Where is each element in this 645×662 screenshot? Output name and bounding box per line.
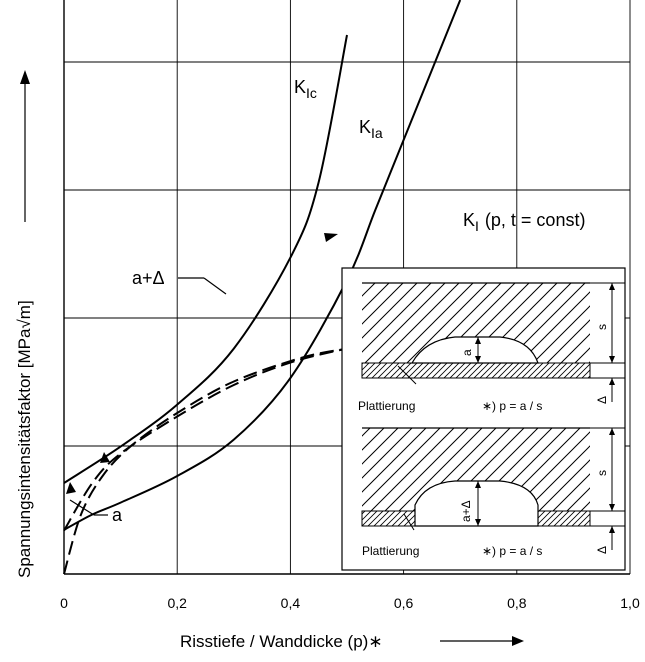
x-tick-label: 1,0 [620, 595, 640, 611]
aplus-leader-2 [203, 277, 227, 295]
inset-upper-delta: Δ [595, 396, 609, 404]
inset-schematic: a s Δ Plattierung ∗) p = a / s a+Δ [341, 267, 626, 571]
x-tick-label: 0,2 [167, 595, 187, 611]
x-tick-labels: 0 0,2 0,4 0,6 0,8 1,0 [60, 595, 640, 611]
y-axis-arrow-head [20, 70, 30, 84]
kic-label: KIc [294, 77, 317, 101]
inset-lower-cladding: Plattierung [362, 544, 419, 558]
curve-arrows [66, 233, 338, 494]
inset-lower-a-delta: a+Δ [459, 500, 473, 522]
inset-lower-delta: Δ [595, 546, 609, 554]
inset-upper-a: a [460, 349, 474, 356]
a-label: a [112, 505, 123, 525]
aplus-delta-label: a+Δ [132, 268, 165, 288]
inset-upper-cladding: Plattierung [358, 399, 415, 413]
x-axis-arrow-head [512, 636, 524, 646]
x-axis-label: Risstiefe / Wanddicke (p)∗ [180, 632, 383, 651]
crack-upper [410, 336, 539, 364]
inset-lower-s: s [595, 470, 609, 476]
x-tick-label: 0,6 [394, 595, 414, 611]
inset-lower: a+Δ s Δ Plattierung ∗) p = a / s [361, 427, 625, 558]
x-tick-label: 0,8 [507, 595, 527, 611]
inset-upper: a s Δ Plattierung ∗) p = a / s [358, 282, 625, 413]
a-leader-2 [69, 499, 95, 516]
arrow-aplus-lower [100, 452, 110, 463]
x-tick-label: 0,4 [281, 595, 301, 611]
inset-upper-formula: ∗) p = a / s [482, 399, 542, 413]
kia-label: KIa [359, 117, 383, 141]
series-kic-curve [63, 34, 348, 484]
arrow-ki-upper [324, 233, 338, 242]
ki-label: KI (p, t = const) [463, 210, 585, 234]
y-axis-label: Spannungsintensitätsfaktor [MPa√m] [15, 300, 34, 578]
curve-labels: KIc KIa KI (p, t = const) a+Δ a [69, 77, 585, 525]
cladding-upper [361, 362, 591, 379]
inset-upper-s: s [595, 324, 609, 330]
x-tick-label: 0 [60, 595, 68, 611]
arrow-ki-lower [66, 482, 76, 494]
inset-lower-formula: ∗) p = a / s [482, 544, 542, 558]
crack-lower [414, 480, 539, 527]
series-kia-curve [63, 0, 462, 531]
